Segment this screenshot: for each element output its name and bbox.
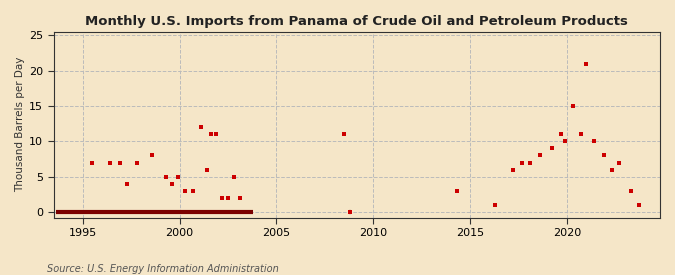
- Point: [161, 174, 171, 179]
- Point: [205, 132, 216, 136]
- Point: [339, 132, 350, 136]
- Point: [114, 160, 125, 165]
- Point: [122, 182, 133, 186]
- Point: [228, 174, 239, 179]
- Point: [105, 160, 115, 165]
- Point: [575, 132, 586, 136]
- Point: [546, 146, 557, 151]
- Title: Monthly U.S. Imports from Panama of Crude Oil and Petroleum Products: Monthly U.S. Imports from Panama of Crud…: [86, 15, 628, 28]
- Point: [132, 160, 142, 165]
- Point: [626, 189, 637, 193]
- Point: [196, 125, 207, 130]
- Text: Source: U.S. Energy Information Administration: Source: U.S. Energy Information Administ…: [47, 264, 279, 274]
- Point: [234, 196, 245, 200]
- Point: [606, 167, 617, 172]
- Y-axis label: Thousand Barrels per Day: Thousand Barrels per Day: [15, 57, 25, 192]
- Point: [568, 104, 578, 108]
- Point: [201, 167, 212, 172]
- Point: [517, 160, 528, 165]
- Point: [217, 196, 227, 200]
- Point: [560, 139, 570, 144]
- Point: [451, 189, 462, 193]
- Point: [614, 160, 625, 165]
- Point: [223, 196, 234, 200]
- Point: [535, 153, 545, 158]
- Point: [147, 153, 158, 158]
- Point: [599, 153, 610, 158]
- Point: [87, 160, 98, 165]
- Point: [180, 189, 191, 193]
- Point: [211, 132, 222, 136]
- Point: [188, 189, 198, 193]
- Point: [172, 174, 183, 179]
- Point: [525, 160, 536, 165]
- Point: [589, 139, 599, 144]
- Point: [556, 132, 566, 136]
- Point: [345, 210, 356, 214]
- Point: [633, 203, 644, 207]
- Point: [581, 62, 592, 66]
- Point: [508, 167, 518, 172]
- Point: [167, 182, 178, 186]
- Point: [490, 203, 501, 207]
